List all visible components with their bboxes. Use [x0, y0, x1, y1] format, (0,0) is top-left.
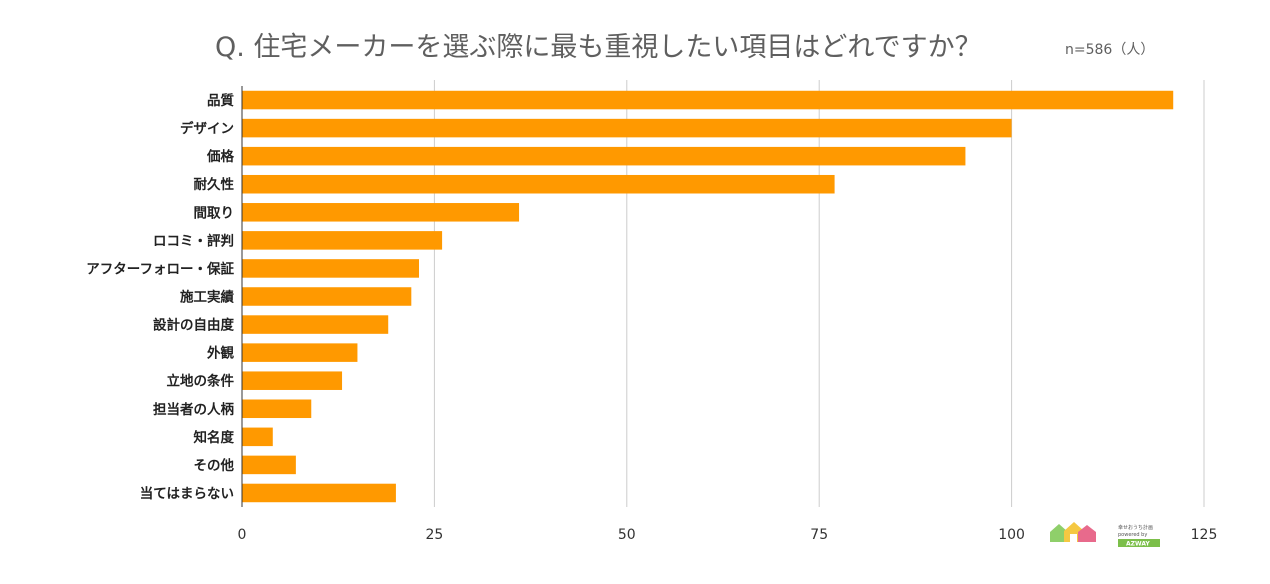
- bar: [242, 231, 443, 250]
- x-tick-label: 75: [810, 527, 828, 543]
- chart-title-group: Q. 住宅メーカーを選ぶ際に最も重視したい項目はどれですか？ n=586（人）: [215, 32, 1154, 63]
- x-tick-label: 0: [238, 527, 247, 543]
- category-label: 間取り: [194, 205, 235, 221]
- bar: [242, 455, 296, 475]
- bar: [242, 118, 1012, 138]
- logo-brand-badge: [1118, 539, 1160, 547]
- bar: [242, 483, 396, 503]
- bar: [242, 259, 420, 278]
- x-tick-label: 25: [425, 527, 443, 543]
- bars: [242, 90, 1174, 503]
- logo-title: 幸せおうち計画: [1118, 524, 1153, 531]
- category-label: アフターフォロー・保証: [86, 260, 234, 277]
- x-tick-label: 125: [1191, 527, 1218, 543]
- category-label: 外観: [207, 345, 234, 362]
- chart-subtitle: n=586（人）: [1065, 42, 1154, 58]
- gridlines: [433, 80, 1205, 507]
- bar: [242, 146, 966, 166]
- logo-powered-by: powered by: [1118, 532, 1147, 538]
- bar: [242, 371, 343, 390]
- category-label: 耐久性: [194, 176, 235, 193]
- category-label: 担当者の人柄: [153, 401, 234, 418]
- house-logo-icon: [1050, 522, 1096, 542]
- logo-brand: AZWAY: [1126, 541, 1150, 548]
- bar: [242, 315, 389, 334]
- category-label: 知名度: [194, 429, 235, 446]
- bar: [242, 427, 273, 447]
- bar: [242, 287, 412, 306]
- x-tick-label: 50: [618, 527, 636, 543]
- x-axis-ticks: 0 25 50 75 100 125: [238, 527, 1218, 543]
- bar: [242, 174, 835, 194]
- category-label: 価格: [206, 148, 234, 165]
- bar: [242, 343, 358, 362]
- category-labels: 品質デザイン価格耐久性間取りロコミ・評判アフターフォロー・保証施工実績設計の自由…: [86, 92, 234, 502]
- x-tick-label: 100: [998, 527, 1025, 543]
- brand-logo: 幸せおうち計画 powered by AZWAY: [1050, 522, 1160, 548]
- category-label: 施工実績: [180, 289, 234, 306]
- category-label: その他: [194, 457, 235, 474]
- bar: [242, 90, 1174, 110]
- category-label: デザイン: [180, 120, 234, 137]
- category-label: ロコミ・評判: [153, 232, 234, 249]
- bar: [242, 399, 312, 419]
- bar: [242, 203, 520, 222]
- category-label: 設計の自由度: [153, 317, 234, 334]
- category-label: 当てはまらない: [140, 485, 234, 502]
- category-label: 品質: [207, 92, 234, 109]
- chart-title: Q. 住宅メーカーを選ぶ際に最も重視したい項目はどれですか？: [215, 32, 982, 63]
- category-label: 立地の条件: [167, 373, 235, 390]
